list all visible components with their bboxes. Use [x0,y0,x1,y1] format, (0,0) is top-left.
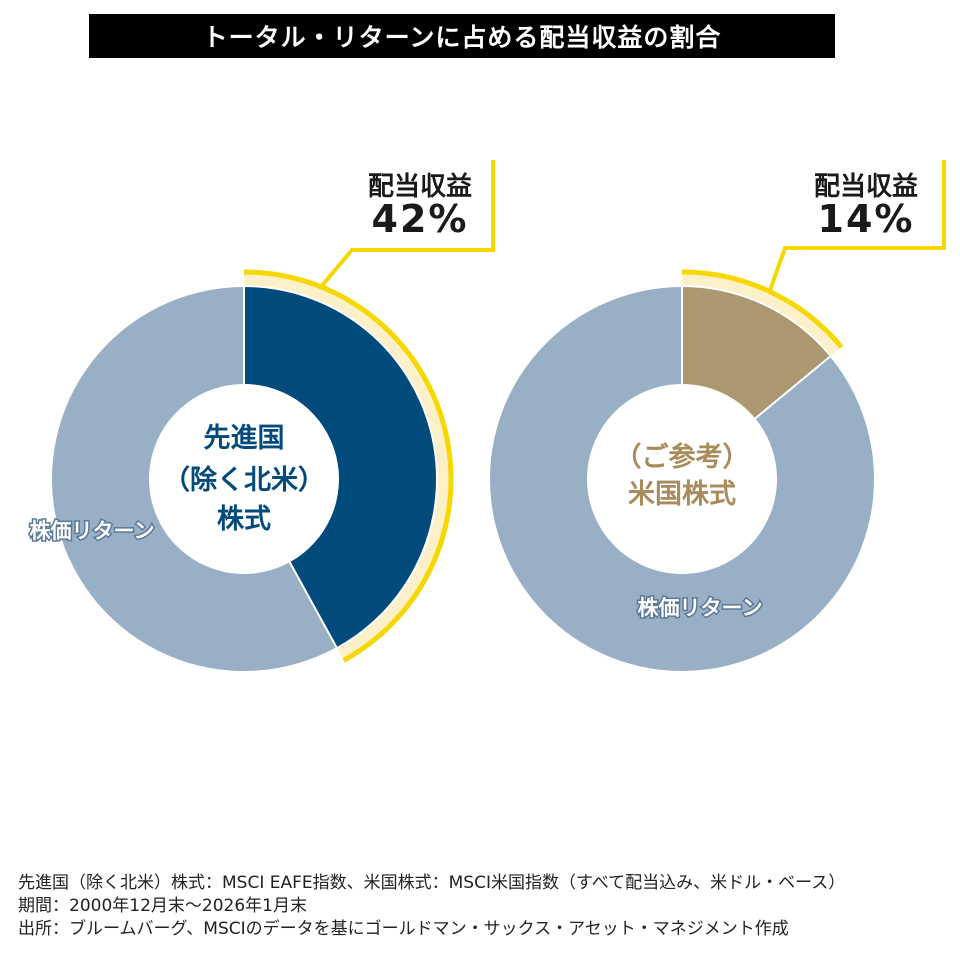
donut-1-separator-2 [288,561,338,648]
donut-2-callout-value: 14% [818,197,915,241]
donut-2-center-label-2: 米国株式 [628,479,736,510]
donut-1-highlight-glow [243,271,452,662]
donut-1-center-label-3: 株式 [217,504,271,535]
footnote-period: 期間：2000年12月末〜2026年1月末 [18,896,307,916]
donut-1-callout-value: 42% [372,197,469,241]
chart-title: トータル・リターンに占める配当収益の割合 [89,14,835,58]
donut-2-slice-price-return [489,287,874,671]
donut-2-callout-label: 配当収益 [814,172,918,202]
donut-2-price-return-label: 株価リターン [638,596,763,620]
donut-1-price-return-label: 株価リターン [30,519,155,543]
donut-1-slice-dividend [244,287,436,648]
donut-1-slice-price-return [51,287,337,671]
footnote-source: 出所：ブルームバーグ、MSCIのデータを基にゴールドマン・サックス・アセット・マ… [18,919,789,939]
donut-2-callout-line [768,160,946,291]
donut-2-center-label-1: （ご参考） [615,441,750,473]
footnotes: 先進国（除く北米）株式：MSCI EAFE指数、米国株式：MSCI米国指数（すべ… [18,872,845,941]
donut-1-center-label-1: 先進国 [204,423,285,454]
donut-2-highlight-arc [681,269,844,349]
donut-2-slice-dividend [682,287,830,419]
donut-2-separator-2 [754,355,831,420]
donut-1-center-label-2: （除く北米） [163,464,325,496]
donut-2-highlight-glow [681,271,843,356]
donut-1-highlight-arc [243,269,454,663]
donut-1-callout-label: 配当収益 [368,172,472,202]
donut-1-callout-line [320,160,495,287]
footnote-indices: 先進国（除く北米）株式：MSCI EAFE指数、米国株式：MSCI米国指数（すべ… [18,873,846,893]
